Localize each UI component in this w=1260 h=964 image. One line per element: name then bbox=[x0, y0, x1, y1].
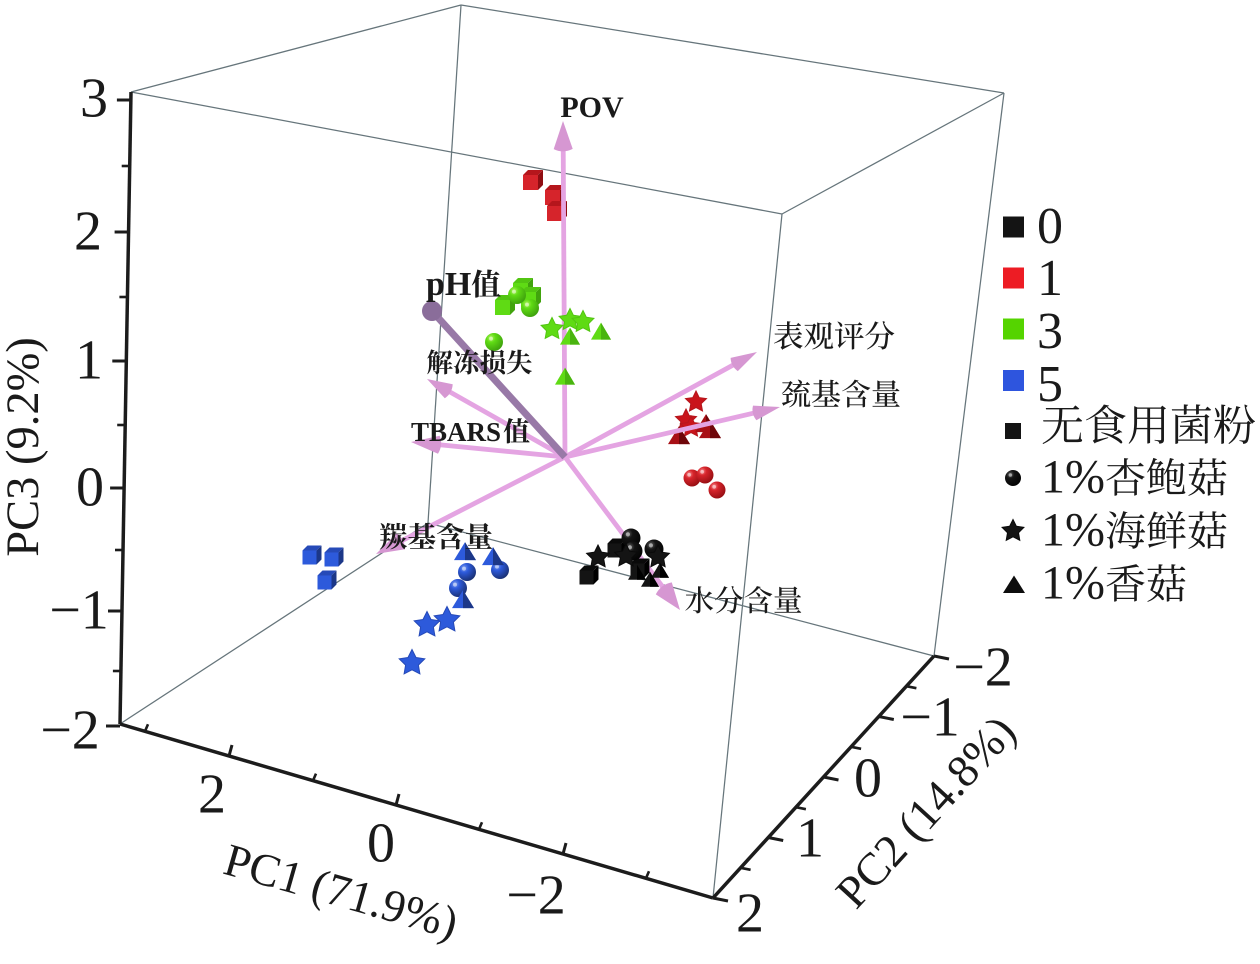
svg-text:2: 2 bbox=[198, 764, 226, 826]
svg-text:1: 1 bbox=[75, 330, 103, 392]
svg-text:0: 0 bbox=[1037, 198, 1063, 255]
svg-text:2: 2 bbox=[736, 883, 764, 945]
svg-text:0: 0 bbox=[76, 457, 104, 519]
svg-text:TBARS: TBARS bbox=[411, 417, 501, 447]
svg-text:1%: 1% bbox=[1041, 504, 1105, 557]
svg-text:pH: pH bbox=[426, 266, 471, 303]
svg-text:−1: −1 bbox=[49, 580, 109, 642]
svg-text:3: 3 bbox=[1037, 303, 1063, 360]
svg-text:2: 2 bbox=[74, 201, 102, 263]
svg-text:−2: −2 bbox=[506, 865, 566, 927]
svg-text:PC3 (9.2%): PC3 (9.2%) bbox=[0, 337, 49, 557]
svg-text:1: 1 bbox=[796, 808, 824, 870]
svg-text:−2: −2 bbox=[40, 700, 100, 762]
svg-text:5: 5 bbox=[1037, 356, 1063, 413]
svg-text:3: 3 bbox=[80, 68, 108, 130]
svg-text:1: 1 bbox=[1037, 250, 1063, 307]
svg-text:0: 0 bbox=[367, 813, 395, 875]
svg-text:1%: 1% bbox=[1041, 451, 1105, 504]
svg-text:POV: POV bbox=[560, 91, 624, 124]
svg-text:1%: 1% bbox=[1041, 557, 1105, 610]
svg-text:0: 0 bbox=[854, 748, 882, 810]
svg-text:−2: −2 bbox=[953, 637, 1013, 699]
svg-text:−1: −1 bbox=[900, 687, 960, 749]
